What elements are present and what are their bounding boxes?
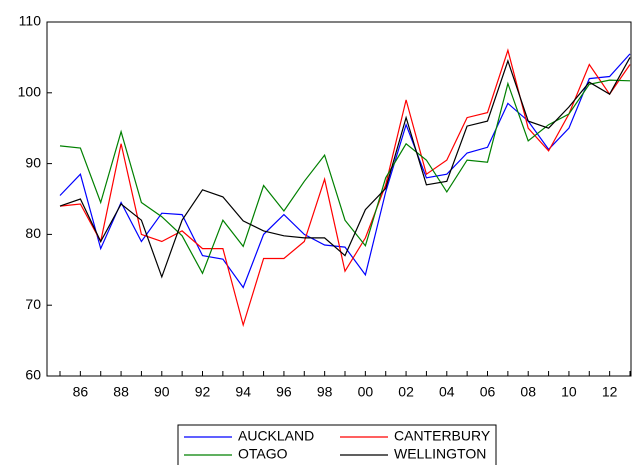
legend-label: CANTERBURY (394, 428, 491, 444)
plot-frame (46, 21, 632, 377)
series-line (59, 53, 631, 289)
y-tick-label: 100 (18, 84, 42, 100)
legend-label: WELLINGTON (394, 446, 486, 462)
legend-label: OTAGO (238, 446, 288, 462)
legend-box (177, 424, 497, 465)
y-tick-label: 110 (19, 13, 42, 29)
y-tick-label: 90 (25, 154, 41, 170)
x-tick-label: 90 (154, 384, 170, 400)
x-tick-label: 00 (358, 384, 374, 400)
x-tick-label: 06 (480, 384, 496, 400)
x-tick-label: 02 (398, 384, 414, 400)
x-tick-label: 10 (561, 384, 577, 400)
legend-label: AUCKLAND (238, 428, 314, 444)
series-line (59, 48, 631, 328)
series-line (59, 57, 631, 279)
x-tick-label: 88 (113, 384, 129, 400)
y-tick-label: 60 (25, 367, 41, 383)
x-tick-label: 86 (73, 384, 89, 400)
y-tick-label: 70 (25, 296, 41, 312)
x-tick-label: 12 (602, 384, 618, 400)
x-tick-label: 92 (195, 384, 211, 400)
y-tick-label: 80 (25, 225, 41, 241)
x-tick-label: 08 (520, 384, 536, 400)
x-tick-label: 94 (235, 384, 251, 400)
series-line (59, 79, 631, 275)
x-tick-label: 04 (439, 384, 455, 400)
x-tick-label: 96 (276, 384, 292, 400)
x-tick-label: 98 (317, 384, 333, 400)
